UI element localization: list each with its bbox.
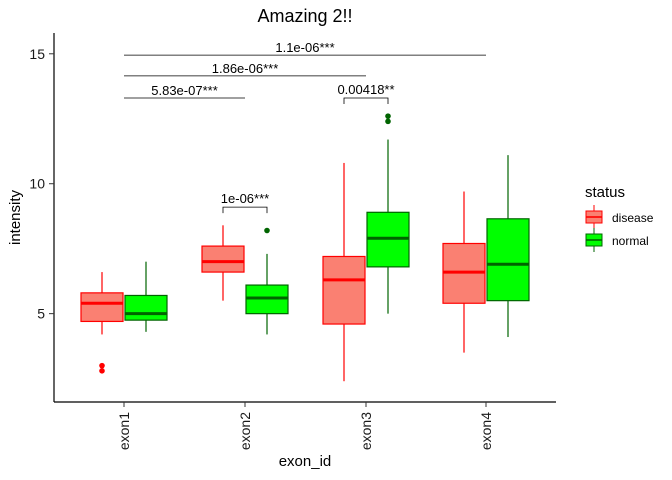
x-tick-label: exon2	[237, 412, 253, 450]
y-tick-label: 10	[29, 176, 45, 192]
outlier-point	[385, 118, 391, 125]
significance-label: 1.86e-06***	[212, 61, 279, 76]
box-body	[124, 294, 168, 321]
outlier-point	[99, 362, 105, 369]
significance-label: 5.83e-07***	[151, 83, 218, 98]
significance-label: 0.00418**	[337, 82, 394, 97]
box-body	[486, 218, 530, 302]
box-body	[201, 245, 245, 273]
y-axis-title: intensity	[7, 189, 24, 245]
box-body	[80, 292, 124, 323]
x-tick-label: exon1	[116, 412, 132, 450]
y-tick-label: 15	[29, 46, 45, 62]
outlier-point	[385, 113, 391, 119]
significance-bracket	[222, 206, 268, 214]
outlier-point	[264, 227, 270, 234]
x-tick-label: exon4	[478, 412, 494, 450]
significance-label: 1.1e-06***	[275, 40, 334, 55]
outlier-point	[99, 368, 105, 374]
legend-title: status	[585, 184, 625, 201]
chart-title: Amazing 2!!	[257, 6, 352, 26]
legend-label: normal	[612, 234, 649, 248]
x-tick-label: exon3	[358, 412, 374, 450]
x-axis-title: exon_id	[279, 453, 332, 470]
significance-label: 1e-06***	[221, 191, 269, 206]
legend-label: disease	[612, 211, 654, 225]
significance-bracket	[343, 97, 389, 104]
box-body	[322, 255, 366, 325]
y-tick-label: 5	[37, 306, 45, 322]
